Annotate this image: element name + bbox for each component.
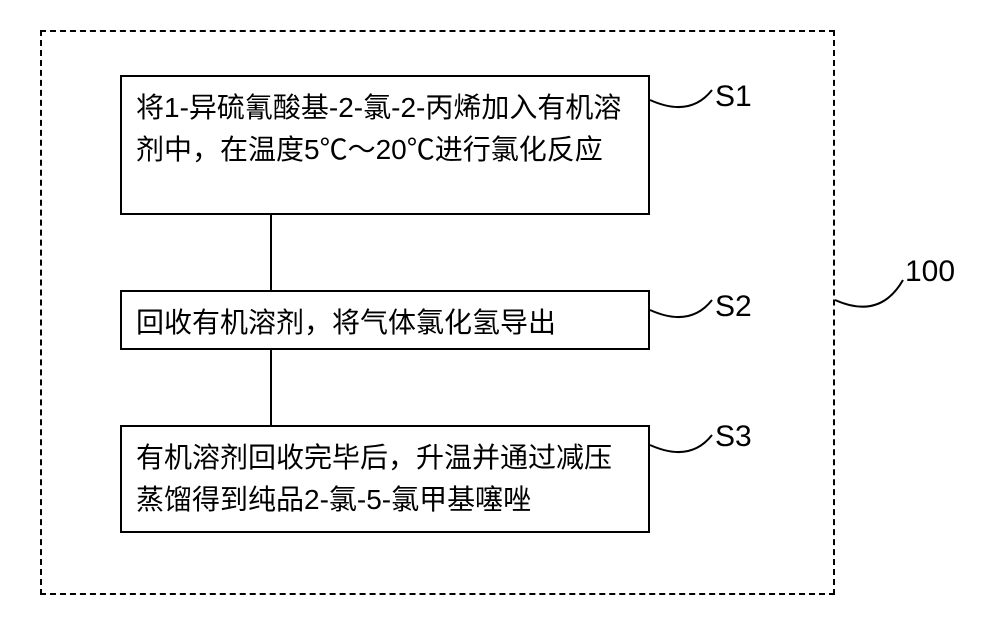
step-box-s2: 回收有机溶剂，将气体氯化氢导出 xyxy=(120,290,650,350)
connector-1 xyxy=(270,215,272,290)
step-label-s3: S3 xyxy=(715,420,752,454)
step-text: 将1-异硫氰酸基-2-氯-2-丙烯加入有机溶剂中，在温度5℃～20℃进行氯化反应 xyxy=(136,87,634,171)
leader-line xyxy=(831,276,907,324)
diagram-canvas: 将1-异硫氰酸基-2-氯-2-丙烯加入有机溶剂中，在温度5℃～20℃进行氯化反应… xyxy=(0,0,1000,627)
step-box-s3: 有机溶剂回收完毕后，升温并通过减压蒸馏得到纯品2-氯-5-氯甲基噻唑 xyxy=(120,425,650,533)
step-text: 回收有机溶剂，将气体氯化氢导出 xyxy=(136,302,634,344)
leader-line xyxy=(646,86,716,122)
leader-line xyxy=(646,296,716,332)
step-label-s1: S1 xyxy=(715,80,752,114)
connector-2 xyxy=(270,350,272,425)
step-box-s1: 将1-异硫氰酸基-2-氯-2-丙烯加入有机溶剂中，在温度5℃～20℃进行氯化反应 xyxy=(120,75,650,215)
step-text: 有机溶剂回收完毕后，升温并通过减压蒸馏得到纯品2-氯-5-氯甲基噻唑 xyxy=(136,437,634,521)
outer-box-label: 100 xyxy=(905,255,955,289)
step-label-s2: S2 xyxy=(715,290,752,324)
leader-line xyxy=(646,431,716,467)
